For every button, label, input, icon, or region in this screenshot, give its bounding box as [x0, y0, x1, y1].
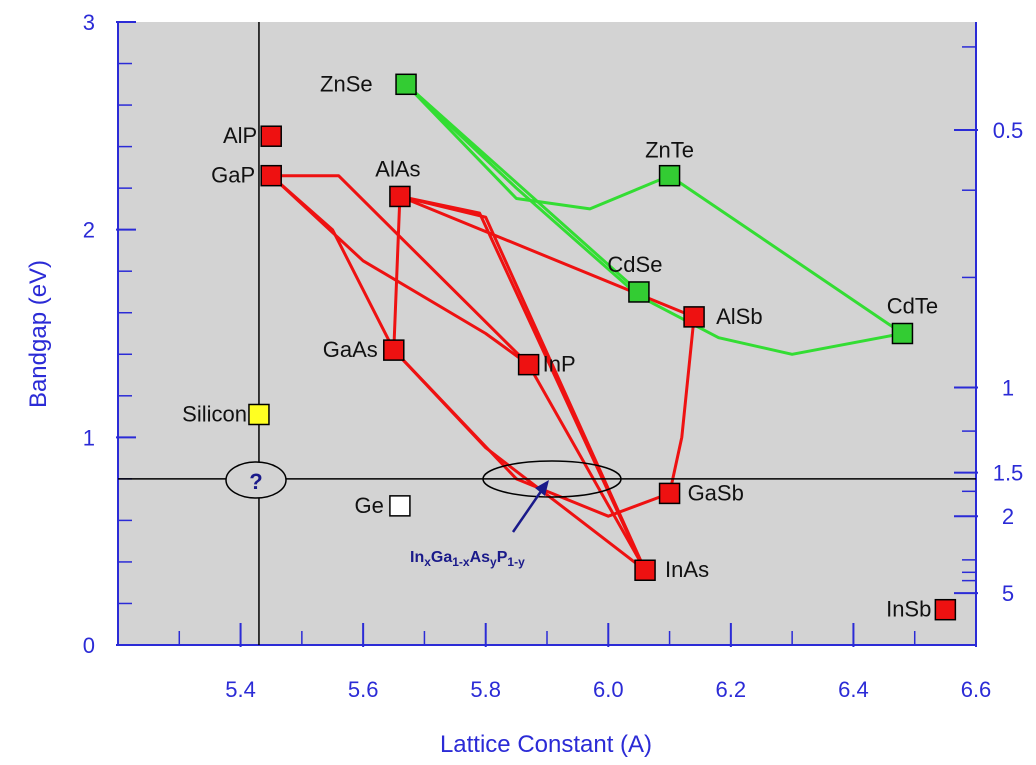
alloy-label-base3: As [470, 549, 491, 566]
point-inas-marker [634, 559, 656, 581]
point-cdse-marker [628, 281, 650, 303]
alloy-curve [404, 82, 904, 356]
point-znse-marker [395, 73, 417, 96]
alloy-arrow [511, 486, 546, 533]
alloy-label-base4: P [497, 549, 508, 566]
point-gasb-marker [658, 482, 681, 505]
x-tick-label: 6.2 [716, 677, 747, 702]
point-znte-marker [658, 164, 681, 187]
alloy-curves [269, 82, 904, 572]
point-insb-marker [934, 598, 957, 621]
point-ge-marker [389, 495, 411, 517]
point-gap-label: GaP [211, 163, 255, 188]
point-cdse-label: CdSe [607, 252, 662, 277]
point-silicon-marker [248, 403, 270, 426]
question-ellipse [225, 461, 287, 499]
point-znse-label: ZnSe [320, 71, 373, 96]
alloy-label-sub4: 1-y [507, 555, 525, 569]
y-tick-label: 0 [83, 633, 95, 658]
point-gaas-marker [383, 339, 405, 361]
point-insb-label: InSb [886, 597, 931, 622]
point-alas-label: AlAs [375, 156, 420, 181]
y-tick-label: 2 [83, 218, 95, 243]
point-znte-label: ZnTe [645, 138, 694, 163]
alloy-ellipse [482, 460, 622, 498]
axes: 0 1 2 3 5.4 5.6 5.8 6.0 6.2 6.4 6.6 0.5 1 1.5 2 5 [83, 10, 1024, 702]
annotations: ? InxGa1-xAsyP1-y [225, 460, 622, 569]
alloy-curve [668, 315, 696, 495]
right-tick-label: 1.5 [993, 461, 1024, 486]
x-axis-title: Lattice Constant (A) [440, 731, 652, 758]
x-tick-label: 5.4 [225, 677, 256, 702]
alloy-label-base1: In [410, 549, 424, 566]
right-tick-label: 2 [1002, 504, 1014, 529]
point-silicon-label: Silicon [182, 401, 247, 426]
right-tick-label: 5 [1002, 581, 1014, 606]
alloy-curve [527, 363, 647, 572]
y-tick-label: 1 [83, 425, 95, 450]
question-mark: ? [249, 469, 262, 494]
point-alas-marker [389, 185, 411, 208]
alloy-label: InxGa1-xAsyP1-y [410, 549, 525, 569]
alloy-curve [398, 194, 641, 560]
alloy-label-sub3: y [490, 555, 497, 569]
right-tick-label: 1 [1002, 375, 1014, 400]
y-axis-title: Bandgap (eV) [25, 260, 52, 408]
point-inas-label: InAs [665, 557, 709, 582]
point-alp-label: AlP [223, 123, 257, 148]
x-tick-label: 6.4 [838, 677, 869, 702]
alloy-arrowhead [535, 480, 549, 496]
x-tick-label: 5.8 [470, 677, 501, 702]
x-tick-label: 5.6 [348, 677, 379, 702]
alloy-label-base2: Ga [431, 549, 452, 566]
alloy-label-sub1: x [424, 555, 431, 569]
point-cdte-marker [891, 322, 914, 345]
point-alsb-marker [683, 306, 705, 328]
plot-area [118, 22, 976, 645]
alloy-curve [269, 174, 531, 367]
alloy-curve [392, 194, 402, 352]
x-tick-label: 6.0 [593, 677, 624, 702]
alloy-curve [668, 174, 904, 335]
point-gaas-label: GaAs [323, 337, 378, 362]
point-ge-label: Ge [355, 493, 384, 518]
right-tick-label: 0.5 [993, 118, 1024, 143]
point-inp-marker [517, 353, 540, 376]
alloy-label-sub2: 1-x [452, 555, 470, 569]
x-tick-label: 6.6 [961, 677, 992, 702]
point-alp-marker [260, 125, 282, 147]
point-cdte-label: CdTe [887, 294, 938, 319]
point-inp-label: InP [543, 352, 576, 377]
point-gap-marker [260, 164, 282, 187]
point-alsb-label: AlSb [716, 304, 762, 329]
y-tick-label: 3 [83, 10, 95, 35]
alloy-curve [269, 174, 531, 367]
point-gasb-label: GaSb [688, 480, 744, 505]
alloy-curve [404, 82, 672, 211]
